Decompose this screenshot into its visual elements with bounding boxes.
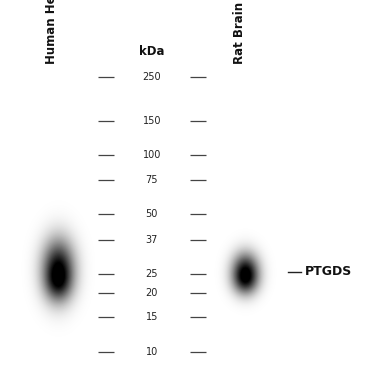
Text: 37: 37 — [146, 235, 158, 245]
Text: Human Heart: Human Heart — [45, 0, 58, 64]
Text: 15: 15 — [146, 312, 158, 322]
Text: 150: 150 — [142, 116, 161, 126]
Text: 100: 100 — [142, 150, 161, 160]
Bar — [21, 68, 96, 366]
Text: 50: 50 — [146, 210, 158, 219]
Text: 10: 10 — [146, 347, 158, 357]
Text: 75: 75 — [146, 175, 158, 185]
Text: PTGDS: PTGDS — [305, 266, 352, 278]
Bar — [208, 68, 283, 366]
Text: 20: 20 — [146, 288, 158, 298]
Text: kDa: kDa — [139, 45, 165, 58]
Text: 250: 250 — [142, 72, 161, 82]
Text: Rat Brain: Rat Brain — [232, 2, 246, 64]
Text: 25: 25 — [146, 268, 158, 279]
